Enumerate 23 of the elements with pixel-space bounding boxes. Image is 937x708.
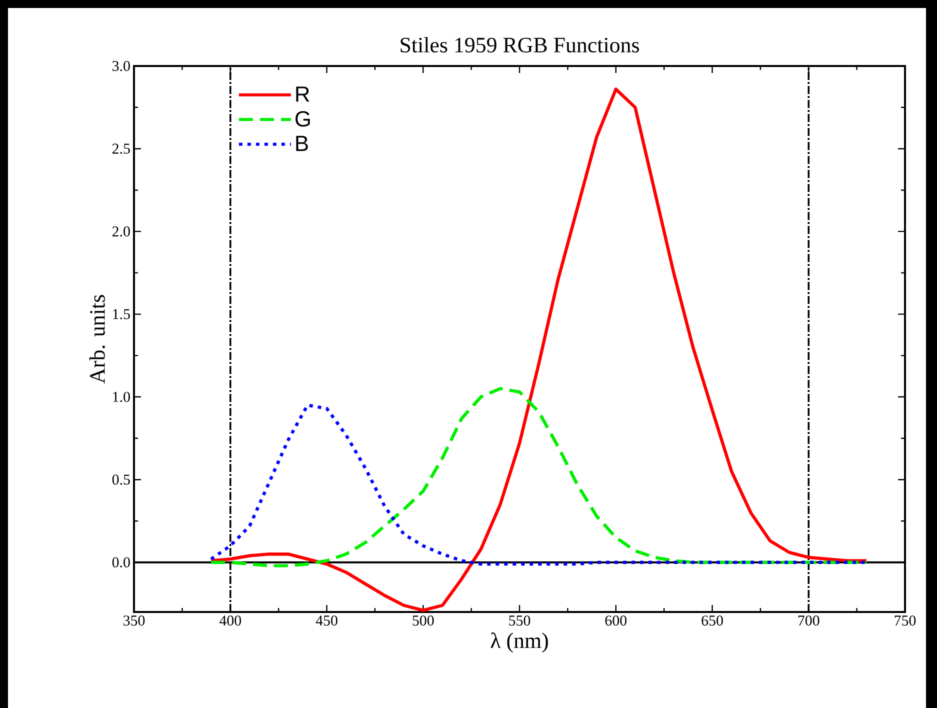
x-tick-label: 500: [412, 616, 434, 626]
y-tick-label: 0.0: [112, 557, 130, 568]
y-tick-label: 1.5: [113, 309, 130, 320]
x-tick-label: 600: [605, 616, 627, 626]
chart-title: Stiles 1959 RGB Functions: [400, 37, 639, 53]
x-tick-label: 700: [798, 616, 820, 626]
y-tick-label: 0.5: [112, 474, 130, 485]
x-tick-label: 400: [219, 616, 242, 626]
y-axis-title: Arb. units: [89, 295, 105, 384]
y-tick-label: 2.5: [112, 144, 130, 154]
x-tick-label: 650: [702, 616, 723, 626]
y-tick-label: 1.0: [113, 392, 130, 402]
legend-label: G: [296, 111, 310, 127]
y-tick-label: 2.0: [112, 226, 130, 237]
x-tick-label: 450: [316, 616, 338, 626]
y-tick-label: 3.0: [112, 60, 130, 72]
x-tick-label: 350: [124, 616, 145, 626]
x-axis-title: λ (nm): [490, 632, 548, 653]
legend-label: B: [296, 136, 308, 151]
legend-label: R: [296, 86, 310, 102]
line-series: [210, 88, 868, 612]
x-tick-label: 550: [509, 616, 530, 626]
x-tick-label: 750: [894, 616, 916, 626]
